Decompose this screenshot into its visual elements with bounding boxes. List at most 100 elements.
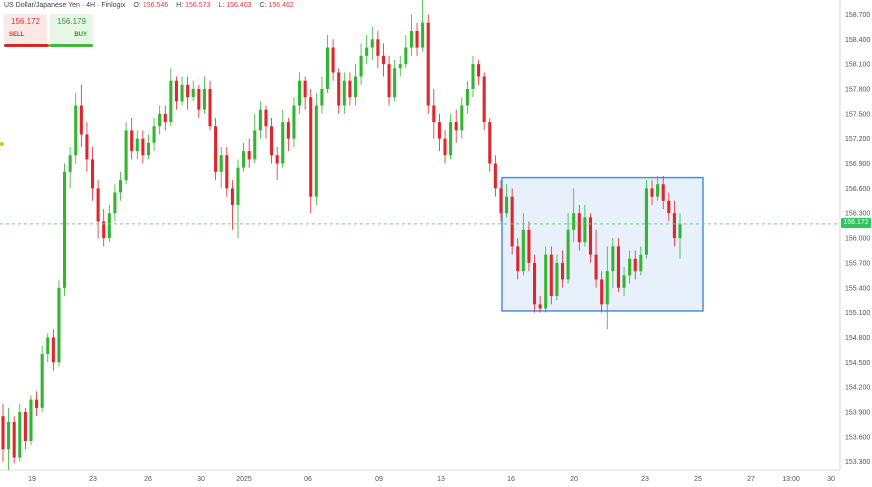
candle-body: [314, 105, 318, 197]
candle: [7, 407, 11, 470]
candle: [40, 345, 44, 413]
buy-price: 156.179: [57, 17, 86, 26]
high-label: H:: [176, 2, 184, 9]
candle: [639, 246, 643, 276]
candle-body: [521, 229, 525, 272]
candle: [443, 130, 447, 164]
candle: [247, 138, 251, 168]
candle-body: [303, 80, 307, 98]
candle-body: [639, 254, 643, 272]
candle-body: [158, 113, 162, 127]
symbol-name: US Dollar/Japanese Yen: [4, 2, 80, 9]
candle: [393, 59, 397, 102]
candle-body: [488, 122, 492, 164]
y-tick-label: 158.100: [845, 62, 870, 69]
candle-body: [393, 68, 397, 98]
data-source: Finlogix: [101, 2, 126, 9]
candle: [611, 238, 615, 288]
candle-body: [465, 88, 469, 106]
candle-body: [141, 138, 145, 156]
candle: [23, 407, 27, 450]
trade-widget: 156.172 SELL 7 156.179 BUY: [4, 14, 93, 48]
candle-body: [353, 76, 358, 98]
candle: [191, 80, 195, 102]
candle: [499, 180, 503, 222]
candle-body: [135, 138, 139, 152]
candle-body: [527, 229, 531, 263]
candle: [35, 391, 39, 417]
candle-body: [236, 167, 240, 205]
y-tick-label: 157.200: [845, 136, 870, 143]
candle: [163, 105, 167, 131]
candle-body: [409, 30, 413, 48]
candle: [538, 296, 542, 313]
candle: [572, 188, 576, 243]
candle: [409, 14, 413, 56]
candle: [57, 279, 61, 367]
chart-header: US Dollar/Japanese Yen · 4H · Finlogix O…: [4, 2, 294, 9]
x-tick-label: 2025: [236, 476, 252, 483]
candle: [577, 204, 581, 251]
x-tick-label: 23: [89, 476, 97, 483]
candle: [605, 246, 609, 330]
candle: [320, 76, 324, 114]
candle-body: [482, 76, 486, 123]
candle: [493, 155, 497, 197]
x-tick-label: 06: [304, 476, 312, 483]
candle-body: [124, 130, 128, 181]
y-tick-label: 155.100: [845, 310, 870, 317]
candle: [516, 238, 520, 280]
candle-body: [387, 64, 391, 98]
candle-body: [667, 200, 671, 214]
buy-button[interactable]: 156.179 BUY: [50, 14, 93, 44]
candle-body: [253, 130, 257, 160]
candle-body: [281, 122, 285, 164]
candle-body: [342, 80, 346, 106]
candle-body: [499, 188, 503, 214]
candle-body: [616, 246, 620, 288]
x-tick-label: 30: [827, 476, 835, 483]
candle: [616, 238, 620, 292]
candle-body: [247, 151, 251, 160]
sell-price: 156.172: [11, 17, 40, 26]
candle-body: [532, 262, 537, 305]
candle-body: [169, 80, 173, 123]
candle-body: [477, 64, 481, 77]
sell-button[interactable]: 156.172 SELL: [4, 14, 47, 44]
sell-volume-bar: [4, 44, 49, 47]
candle-body: [186, 84, 190, 98]
candle-body: [230, 188, 234, 205]
candle: [588, 213, 593, 263]
candle: [264, 105, 268, 139]
candle-body: [208, 88, 212, 127]
candle: [186, 76, 190, 110]
candle-body: [437, 122, 441, 139]
header-separator: ·: [97, 2, 100, 9]
candle: [158, 105, 162, 135]
candle-body: [538, 304, 542, 309]
candle: [225, 146, 229, 197]
timeframe[interactable]: 4H: [86, 2, 96, 9]
candle-body: [297, 80, 302, 106]
candle: [130, 117, 134, 160]
candle: [583, 204, 587, 247]
candle: [454, 109, 458, 143]
candle: [1, 403, 5, 462]
candle: [174, 76, 178, 110]
candle: [594, 229, 598, 288]
x-tick-label: 23: [641, 476, 649, 483]
candle: [253, 113, 257, 164]
candle: [303, 76, 307, 110]
candle-body: [404, 47, 408, 65]
low-label: L:: [218, 2, 225, 9]
candle: [68, 146, 72, 189]
candle-body: [471, 64, 475, 89]
candle: [85, 122, 89, 172]
candle-body: [68, 155, 72, 172]
candle: [297, 72, 302, 114]
candle-body: [359, 55, 363, 77]
candle-body: [102, 221, 106, 239]
candle-body: [331, 47, 335, 73]
y-tick-label: 156.900: [845, 161, 870, 168]
